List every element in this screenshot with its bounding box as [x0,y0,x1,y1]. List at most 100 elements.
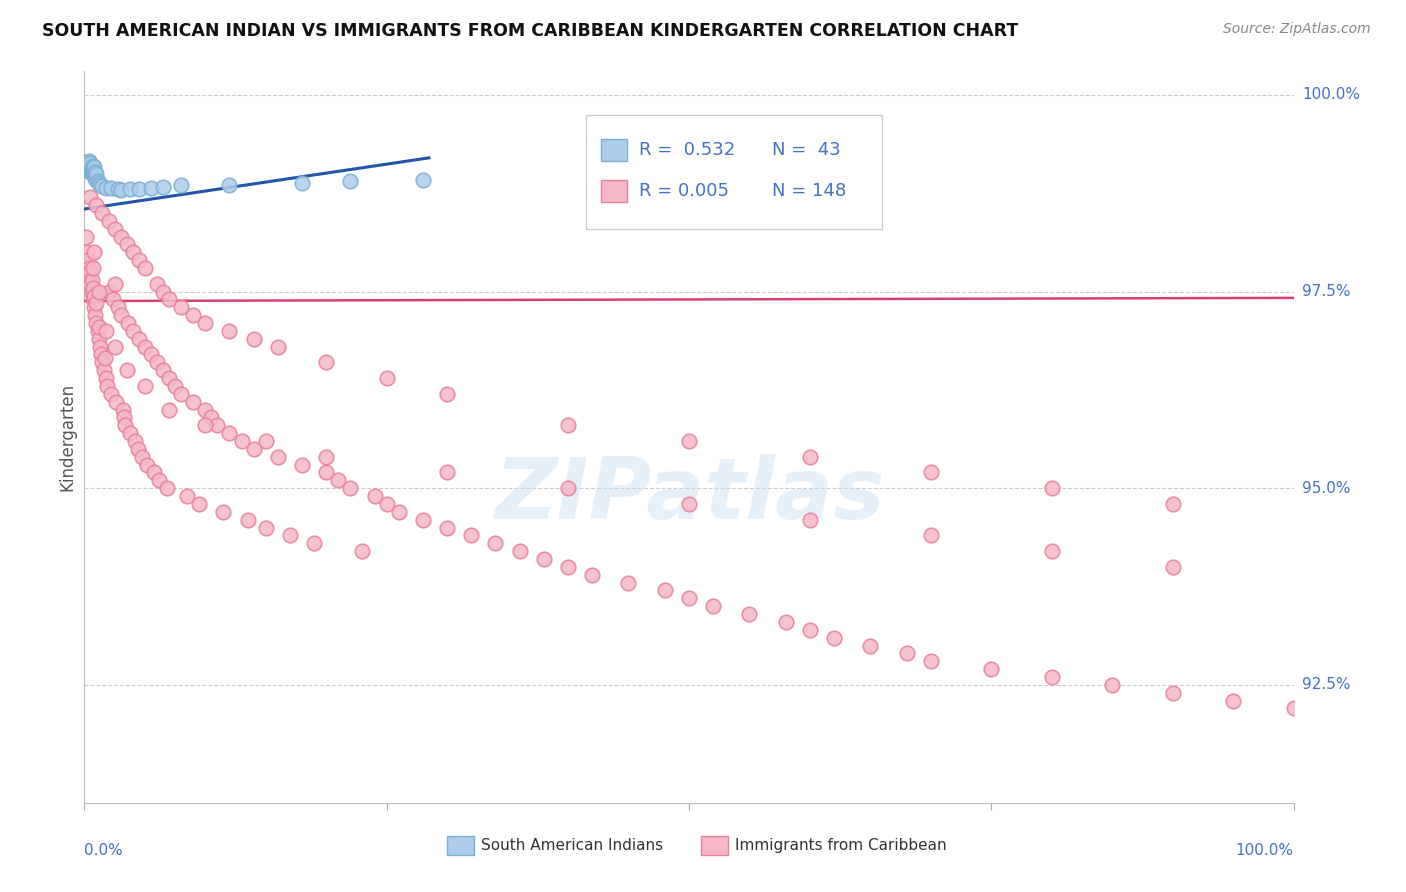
Point [77,162,100,177]
Point [339,174,361,188]
Point [799,623,821,637]
Point [91,179,114,194]
Point [82,162,104,177]
Point [94,324,117,338]
Point [194,402,217,417]
Text: South American Indians: South American Indians [481,838,664,854]
Point [148,473,170,487]
Point [678,497,700,511]
Point [157,402,180,417]
Point [80,161,103,175]
Point [86,296,108,310]
Text: 97.5%: 97.5% [1302,284,1350,299]
Point [436,387,458,401]
Text: R = 0.005: R = 0.005 [640,182,730,200]
Text: R =  0.532: R = 0.532 [640,141,735,160]
Point [77,260,100,275]
Point [80,164,103,178]
Point [980,662,1002,676]
Point [110,229,132,244]
Point [87,332,110,346]
Point [678,591,700,606]
Point [254,520,277,534]
Point [176,489,198,503]
Point [87,285,110,299]
Point [823,631,845,645]
Point [152,285,174,299]
Point [104,394,127,409]
Text: ZIPatlas: ZIPatlas [494,454,884,537]
Bar [600,179,627,202]
Point [87,176,110,190]
Point [120,426,142,441]
Point [254,434,277,448]
Point [94,371,117,385]
Point [94,180,117,194]
Point [86,167,108,181]
Point [654,583,676,598]
Point [76,159,98,173]
Point [93,363,115,377]
Point [100,387,122,401]
Point [97,214,120,228]
Point [212,505,235,519]
Point [143,466,166,480]
Point [1161,686,1184,700]
Point [170,301,193,315]
Point [1040,670,1063,684]
Point [96,379,118,393]
Point [76,154,98,169]
Text: 0.0%: 0.0% [84,843,124,858]
Text: 100.0%: 100.0% [1302,87,1360,103]
Point [581,567,603,582]
Text: Immigrants from Caribbean: Immigrants from Caribbean [735,838,946,854]
Point [799,513,821,527]
Point [100,180,122,194]
Point [315,355,337,369]
Point [152,180,174,194]
Point [84,170,107,185]
Point [157,293,180,307]
Point [267,450,290,464]
Point [83,301,105,315]
Point [77,268,100,283]
Point [139,347,162,361]
Point [86,198,108,212]
Point [86,173,108,187]
Point [146,277,169,291]
Point [115,363,138,377]
Text: Source: ZipAtlas.com: Source: ZipAtlas.com [1223,22,1371,37]
Point [218,324,240,338]
Point [436,520,458,534]
Point [128,181,150,195]
Point [90,347,112,361]
Point [107,301,129,315]
Point [242,442,264,456]
Point [236,513,259,527]
Point [82,260,104,275]
Point [920,466,942,480]
Point [128,332,150,346]
Text: N = 148: N = 148 [772,182,846,200]
Point [79,161,101,176]
Point [617,575,640,590]
Point [412,513,434,527]
Text: 100.0%: 100.0% [1236,843,1294,858]
Point [77,159,100,173]
Point [170,387,193,401]
Point [207,418,229,433]
Point [79,165,101,179]
Point [200,410,222,425]
Point [188,497,211,511]
Point [86,316,108,330]
FancyBboxPatch shape [586,115,883,228]
Point [181,308,204,322]
Point [896,646,918,660]
Point [89,178,111,192]
Point [104,221,127,235]
Point [91,206,114,220]
Point [136,458,159,472]
Point [194,418,217,433]
Point [121,245,143,260]
Y-axis label: Kindergarten: Kindergarten [58,383,76,491]
